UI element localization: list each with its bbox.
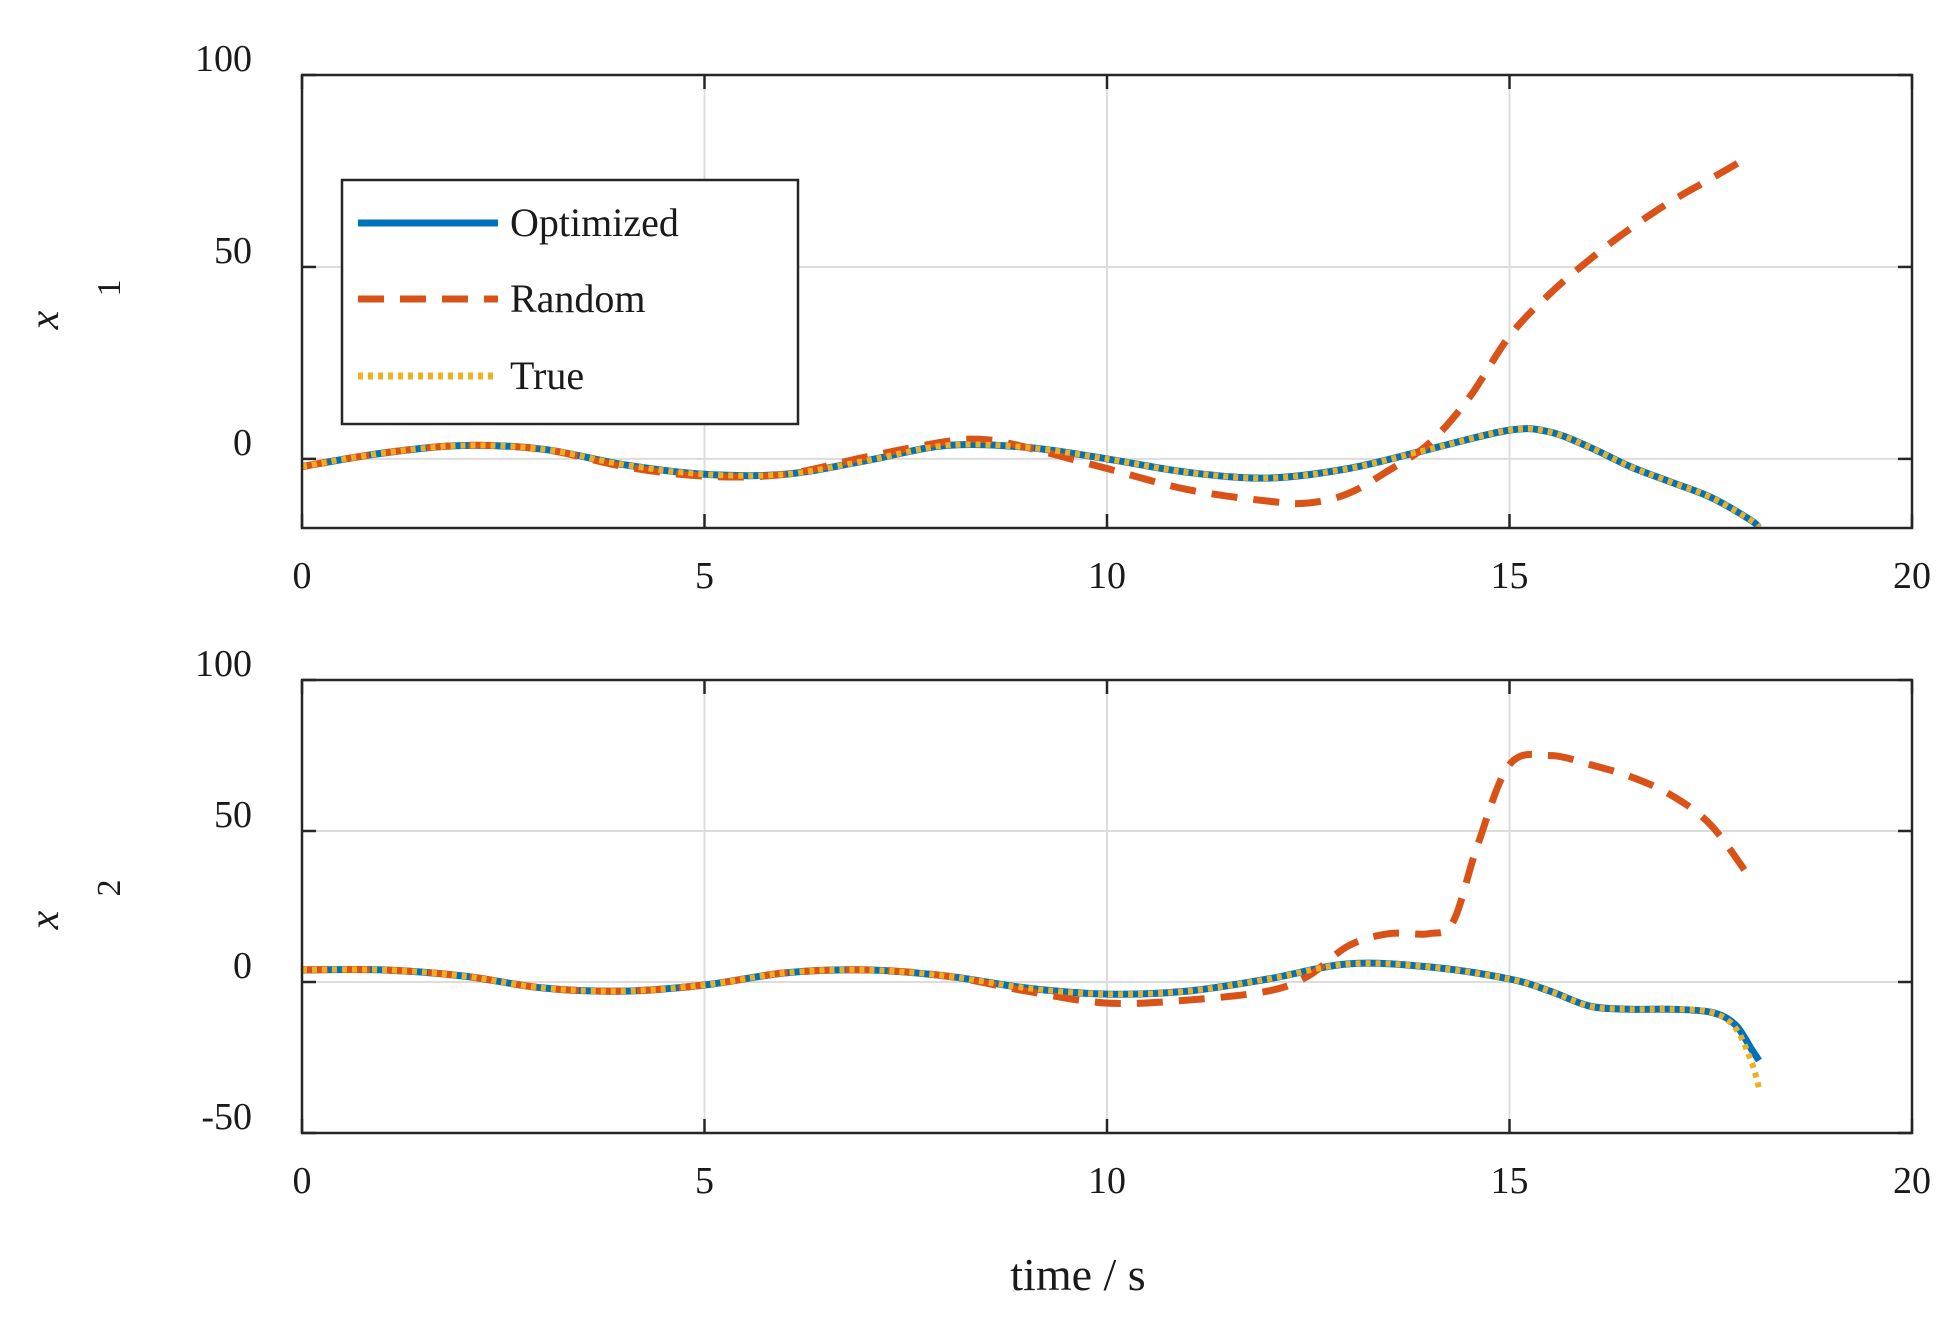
xtick-label-0: 0 — [293, 555, 312, 597]
subplot-x1: 0 5 10 15 20 0 50 100 x 1 Optimized Random True — [22, 38, 1931, 597]
xtick-label-0: 0 — [293, 1160, 312, 1202]
xtick-label-15: 15 — [1491, 1160, 1529, 1202]
legend-label-true: True — [510, 353, 584, 398]
ytick-label-50: 50 — [214, 230, 252, 272]
series-x2 — [302, 750, 1762, 1089]
xtick-label-20: 20 — [1893, 1160, 1931, 1202]
series-line-true-x2 — [302, 960, 1762, 1089]
legend-label-optimized: Optimized — [510, 200, 679, 245]
ytick-label-50: 50 — [214, 794, 252, 836]
ticks-x2 — [300, 678, 1914, 1135]
legend-label-random: Random — [510, 276, 646, 321]
series-x1 — [302, 152, 1762, 528]
ytick-label-0: 0 — [233, 945, 252, 987]
ytick-label-100: 100 — [195, 38, 252, 80]
xtick-label-5: 5 — [695, 555, 714, 597]
xtick-label-10: 10 — [1088, 555, 1126, 597]
ytick-label--50: -50 — [201, 1096, 252, 1138]
grid-x2 — [302, 680, 1912, 1133]
tick-labels-x1: 0 5 10 15 20 0 50 100 — [195, 38, 1931, 597]
series-line-random-x1 — [302, 152, 1753, 508]
legend: Optimized Random True — [340, 178, 800, 426]
xtick-label-20: 20 — [1893, 555, 1931, 597]
ylabel-x1: x — [22, 310, 68, 330]
xtick-label-15: 15 — [1491, 555, 1529, 597]
xtick-label-5: 5 — [695, 1160, 714, 1202]
xlabel-time: time / s — [1010, 1249, 1145, 1300]
ticks-x1 — [300, 73, 1914, 528]
series-line-true-x1 — [302, 425, 1762, 528]
subplot-x2: 0 5 10 15 20 -50 0 50 100 x 2 — [22, 643, 1931, 1202]
ytick-label-100: 100 — [195, 643, 252, 685]
series-line-random-x2 — [302, 750, 1754, 1008]
ylabel-x2: x — [22, 910, 68, 930]
tick-labels-x2: 0 5 10 15 20 -50 0 50 100 — [195, 643, 1931, 1202]
ytick-label-0: 0 — [233, 422, 252, 464]
xtick-label-10: 10 — [1088, 1160, 1126, 1202]
ylabel-x1-subscript: 1 — [91, 280, 128, 297]
ylabel-x2-subscript: 2 — [91, 880, 128, 897]
